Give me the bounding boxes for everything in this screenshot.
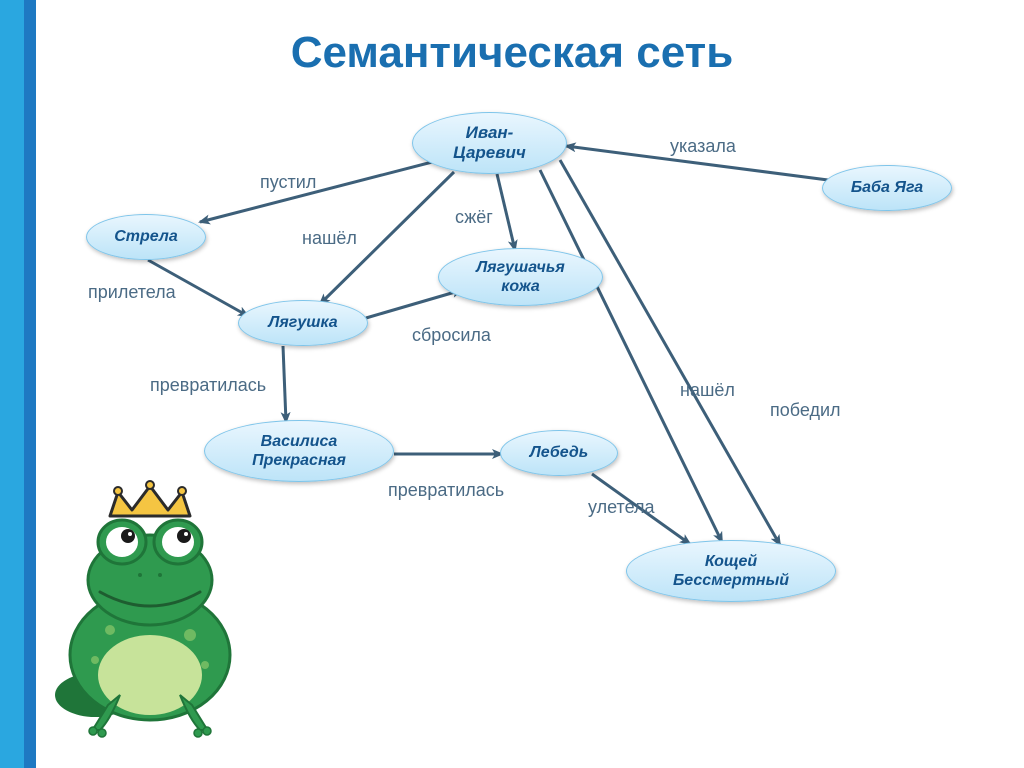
node-baba: Баба Яга	[822, 165, 952, 211]
node-label: Лягушачьякожа	[476, 258, 565, 296]
edge-ivan-kozha	[497, 174, 515, 250]
edge-label-vasilisa-lebed: превратилась	[388, 480, 504, 501]
node-lyag: Лягушка	[238, 300, 368, 346]
edge-label-strela-lyag: прилетела	[88, 282, 176, 303]
edge-ivan-strela	[200, 160, 440, 222]
node-label: Стрела	[114, 227, 178, 246]
edge-label-lyag-vasilisa: превратилась	[150, 375, 266, 396]
edge-label-ivan-koschei: нашёл	[680, 380, 735, 401]
edge-label-baba-ivan: указала	[670, 136, 736, 157]
node-label: Баба Яга	[851, 178, 923, 197]
node-strela: Стрела	[86, 214, 206, 260]
node-kozha: Лягушачьякожа	[438, 248, 603, 306]
edge-lyag-kozha	[366, 290, 462, 318]
edge-label-ivan-strela: пустил	[260, 172, 316, 193]
node-ivan: Иван-Царевич	[412, 112, 567, 174]
node-label: Лебедь	[530, 443, 588, 462]
edge-label-ivan-kozha: сжёг	[455, 207, 493, 228]
frog-illustration	[40, 480, 260, 740]
edge-ivan-koschei	[540, 170, 722, 542]
edge-label-ivan-koschei: победил	[770, 400, 841, 421]
node-lebed: Лебедь	[500, 430, 618, 476]
node-label: КощейБессмертный	[673, 552, 789, 590]
edge-label-ivan-lyag: нашёл	[302, 228, 357, 249]
edge-label-lebed-koschei: улетела	[588, 497, 655, 518]
node-label: Лягушка	[268, 313, 337, 332]
edge-ivan-koschei	[560, 160, 780, 545]
edge-label-lyag-kozha: сбросила	[412, 325, 491, 346]
node-label: Иван-Царевич	[453, 123, 526, 164]
node-vasilisa: ВасилисаПрекрасная	[204, 420, 394, 482]
node-koschei: КощейБессмертный	[626, 540, 836, 602]
node-label: ВасилисаПрекрасная	[252, 432, 346, 470]
edge-lyag-vasilisa	[283, 346, 286, 422]
